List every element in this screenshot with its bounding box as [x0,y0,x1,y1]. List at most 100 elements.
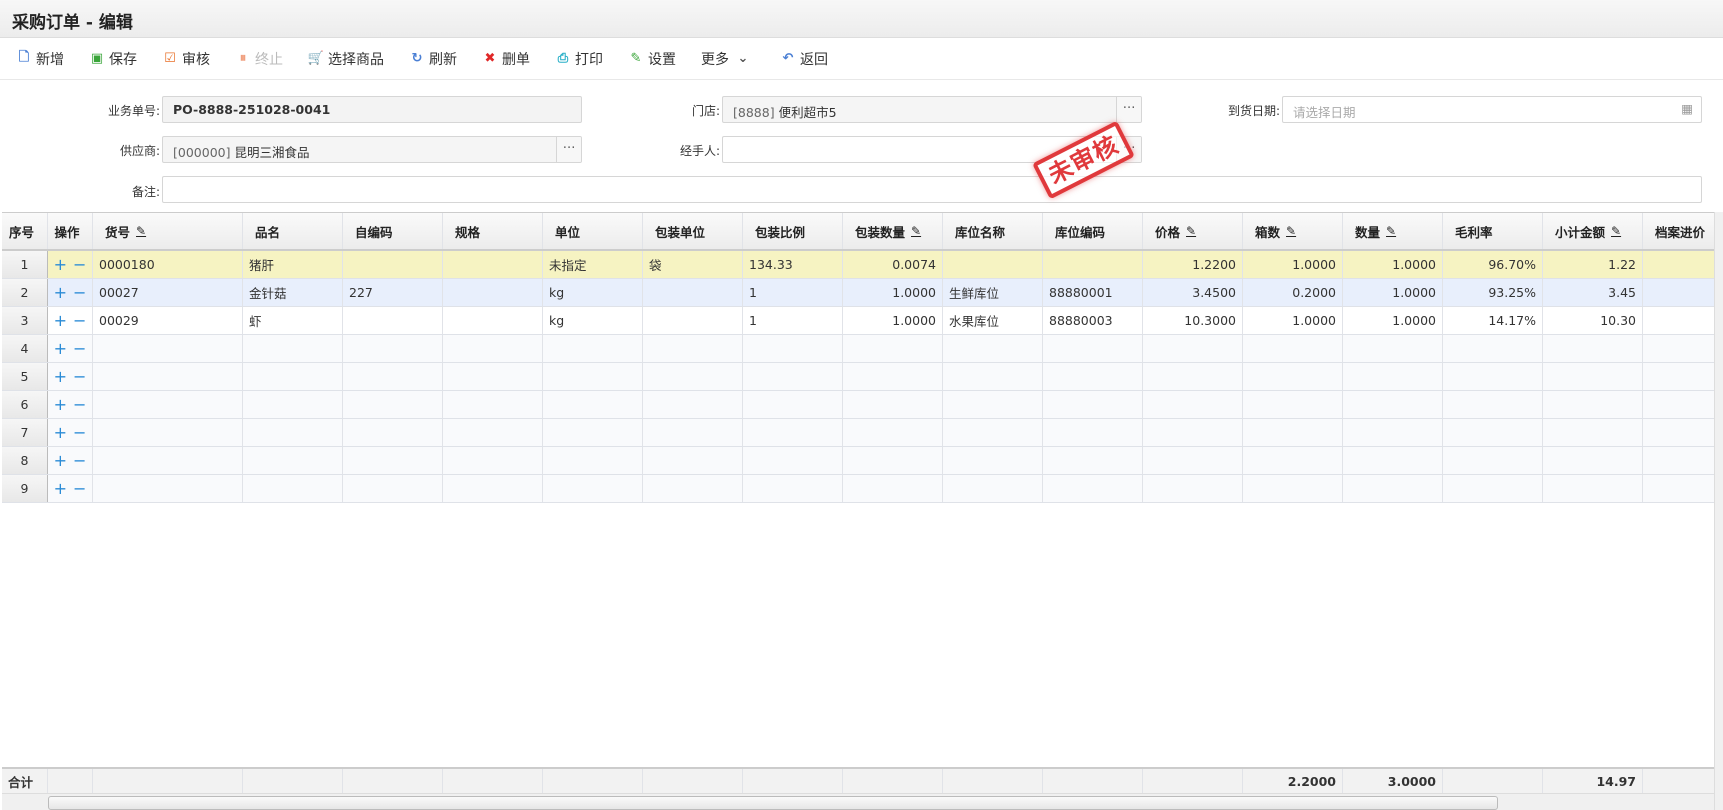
grid-cell-5[interactable] [443,447,543,474]
supplier-picker-button[interactable]: ⋯ [556,137,581,162]
grid-cell-13[interactable] [1243,391,1343,418]
remove-row-icon[interactable]: − [73,255,87,274]
grid-cell-2[interactable] [93,419,243,446]
grid-cell-4[interactable] [343,363,443,390]
grid-cell-13[interactable]: 0.2000 [1243,279,1343,306]
grid-cell-7[interactable] [643,419,743,446]
remove-row-icon[interactable]: − [73,451,87,470]
table-row[interactable]: 2 + −00027 金针菇 227 kg 1 1.0000 生鲜库位 88880001 3.450… [2,279,1714,307]
grid-cell-3[interactable] [243,447,343,474]
remove-row-icon[interactable]: − [73,423,87,442]
grid-cell-8[interactable]: 1 [743,279,843,306]
grid-cell-16[interactable] [1543,391,1643,418]
grid-cell-5[interactable] [443,391,543,418]
toolbar-button-back[interactable]: ↶ 返回 [780,49,828,69]
grid-cell-8[interactable] [743,447,843,474]
grid-cell-4[interactable] [343,307,443,334]
add-row-icon[interactable]: + [53,395,67,414]
grid-cell-15[interactable] [1443,475,1543,502]
grid-cell-15[interactable] [1443,447,1543,474]
grid-cell-7[interactable] [643,391,743,418]
table-row[interactable]: 4 + − [2,335,1714,363]
grid-cell-11[interactable] [1043,251,1143,278]
toolbar-button-save[interactable]: ▣ 保存 [89,49,137,69]
grid-cell-10[interactable]: 生鲜库位 [943,279,1043,306]
grid-cell-8[interactable] [743,391,843,418]
grid-cell-2[interactable] [93,391,243,418]
grid-cell-4[interactable] [343,391,443,418]
grid-cell-2[interactable]: 00027 [93,279,243,306]
column-header[interactable]: 包装数量 ✎ [843,213,943,249]
remove-row-icon[interactable]: − [73,339,87,358]
grid-cell-9[interactable]: 1.0000 [843,307,943,334]
grid-cell-16[interactable] [1543,447,1643,474]
grid-cell-16[interactable]: 3.45 [1543,279,1643,306]
table-row[interactable]: 1 + −0000180 猪肝 未指定袋 134.33 0.0074 1.2200 1.0000… [2,251,1714,279]
add-row-icon[interactable]: + [53,367,67,386]
grid-cell-16[interactable] [1543,419,1643,446]
remark-input[interactable] [162,176,1702,203]
remove-row-icon[interactable]: − [73,367,87,386]
grid-cell-10[interactable] [943,391,1043,418]
column-header[interactable]: 库位名称 [943,213,1043,249]
add-row-icon[interactable]: + [53,339,67,358]
toolbar-button-check[interactable]: ☑ 审核 [162,49,210,69]
grid-cell-4[interactable] [343,251,443,278]
grid-cell-12[interactable] [1143,447,1243,474]
table-row[interactable]: 9 + − [2,475,1714,503]
toolbar-button-chevron-down[interactable]: 更多 ⌄ [701,49,755,69]
toolbar-button-print[interactable]: ⎙ 打印 [555,49,603,69]
add-row-icon[interactable]: + [53,311,67,330]
grid-cell-6[interactable]: kg [543,279,643,306]
grid-cell-13[interactable]: 1.0000 [1243,307,1343,334]
grid-cell-10[interactable] [943,251,1043,278]
grid-cell-17[interactable] [1643,447,1714,474]
grid-cell-9[interactable] [843,335,943,362]
grid-cell-15[interactable]: 93.25% [1443,279,1543,306]
grid-cell-3[interactable]: 猪肝 [243,251,343,278]
grid-cell-8[interactable]: 1 [743,307,843,334]
column-header[interactable]: 档案进价 [1643,213,1714,249]
grid-cell-4[interactable] [343,447,443,474]
grid-cell-9[interactable]: 1.0000 [843,279,943,306]
grid-cell-10[interactable]: 水果库位 [943,307,1043,334]
grid-cell-11[interactable] [1043,419,1143,446]
grid-cell-7[interactable] [643,279,743,306]
grid-cell-17[interactable]: 10 [1643,307,1714,334]
grid-cell-9[interactable]: 0.0074 [843,251,943,278]
grid-cell-10[interactable] [943,475,1043,502]
grid-cell-12[interactable] [1143,391,1243,418]
grid-cell-17[interactable]: 1 [1643,251,1714,278]
grid-cell-10[interactable] [943,363,1043,390]
remove-row-icon[interactable]: − [73,283,87,302]
vertical-scrollbar[interactable] [1714,212,1723,810]
toolbar-button-delete-doc[interactable]: ✖ 删单 [482,49,530,69]
grid-cell-12[interactable] [1143,475,1243,502]
column-header[interactable]: 数量 ✎ [1343,213,1443,249]
column-header[interactable]: 箱数 ✎ [1243,213,1343,249]
grid-cell-3[interactable] [243,391,343,418]
column-header[interactable]: 包装单位 [643,213,743,249]
grid-cell-10[interactable] [943,335,1043,362]
grid-cell-14[interactable]: 1.0000 [1343,251,1443,278]
grid-cell-6[interactable]: kg [543,307,643,334]
grid-cell-9[interactable] [843,391,943,418]
grid-cell-6[interactable] [543,363,643,390]
grid-cell-13[interactable] [1243,363,1343,390]
grid-cell-6[interactable] [543,419,643,446]
grid-cell-11[interactable] [1043,391,1143,418]
column-header[interactable]: 库位编码 [1043,213,1143,249]
grid-cell-12[interactable] [1143,419,1243,446]
toolbar-button-refresh[interactable]: ↻ 刷新 [409,49,457,69]
grid-cell-15[interactable] [1443,363,1543,390]
grid-cell-5[interactable] [443,475,543,502]
grid-cell-2[interactable] [93,335,243,362]
supplier-field[interactable]: [000000] 昆明三湘食品 ⋯ [162,136,582,163]
column-header[interactable]: 包装比例 [743,213,843,249]
scrollbar-thumb[interactable] [48,796,1498,810]
grid-cell-13[interactable] [1243,419,1343,446]
add-row-icon[interactable]: + [53,479,67,498]
grid-cell-11[interactable]: 88880003 [1043,307,1143,334]
table-row[interactable]: 3 + −00029 虾 kg 1 1.0000 水果库位 88880003 10.3000 1.0… [2,307,1714,335]
grid-cell-2[interactable] [93,475,243,502]
